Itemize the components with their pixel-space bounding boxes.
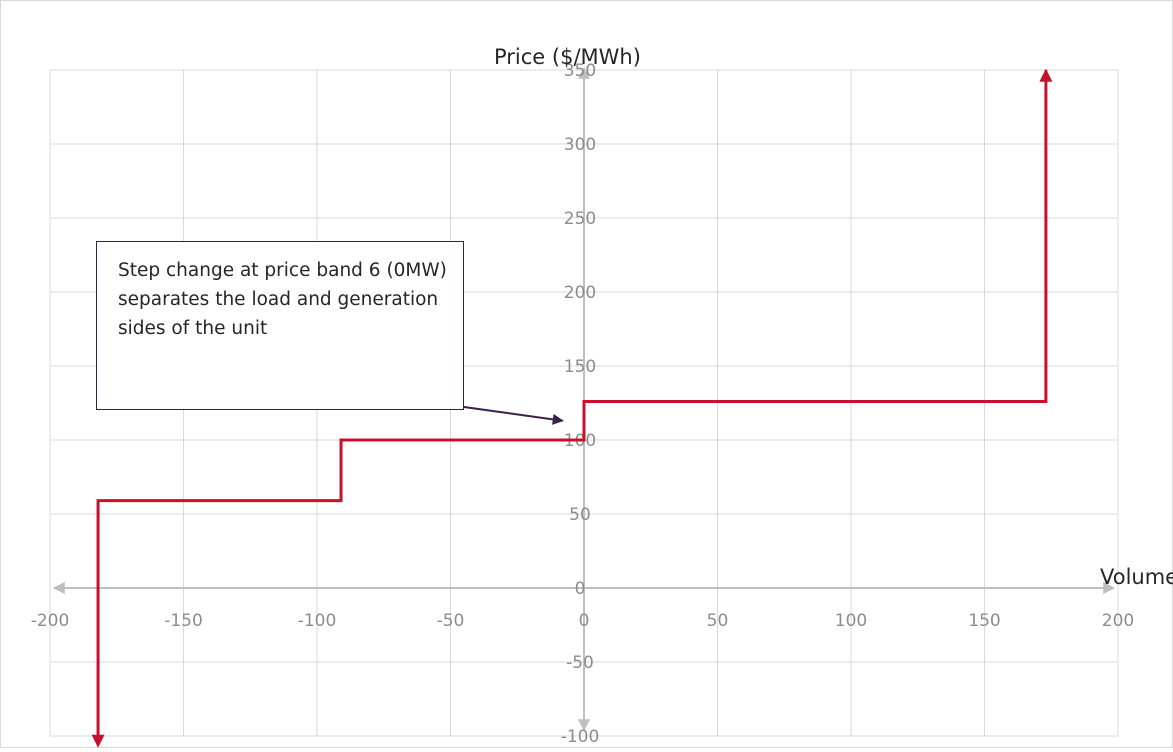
x-tick-label: -50 (437, 611, 465, 631)
annotation-arrow (463, 406, 564, 425)
x-tick-label: 50 (707, 611, 729, 631)
x-tick-label: 0 (579, 611, 590, 631)
y-tick-label: 50 (569, 505, 591, 525)
y-tick-label: -100 (561, 727, 600, 747)
y-tick-label: 150 (564, 357, 596, 377)
x-tick-label: 200 (1102, 611, 1134, 631)
y-tick-label: 200 (564, 283, 596, 303)
y-tick-label: 250 (564, 209, 596, 229)
x-tick-label: 100 (835, 611, 867, 631)
annotation-layer (463, 406, 564, 425)
y-tick-label: 300 (564, 135, 596, 155)
y-axis-title: Price ($/MWh) (494, 45, 641, 69)
x-tick-label: -200 (31, 611, 70, 631)
series-layer (91, 68, 1053, 748)
y-tick-label: -50 (566, 653, 594, 673)
x-tick-label: -100 (298, 611, 337, 631)
y-tick-label: 0 (575, 579, 586, 599)
supply-curve-line (91, 68, 1053, 748)
annotation-callout: Step change at price band 6 (0MW) separa… (96, 241, 464, 410)
x-axis-title: Volume (MW) (1100, 565, 1173, 589)
annotation-text: Step change at price band 6 (0MW) separa… (118, 260, 447, 339)
x-tick-label: 150 (968, 611, 1000, 631)
x-tick-label: -150 (164, 611, 203, 631)
